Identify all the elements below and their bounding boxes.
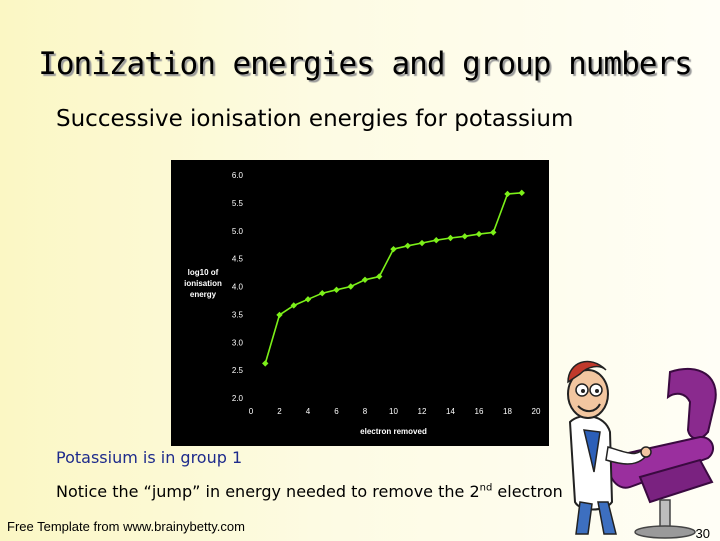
x-tick-label: 14 [446,407,455,416]
jump-note-end: electron [492,482,563,501]
series-line [264,192,522,364]
data-point [262,360,269,367]
y-tick-label: 3.5 [232,310,244,319]
data-point [333,286,340,294]
x-axis-label: electron removed [360,427,427,436]
chart-svg: 2.0 2.5 3.0 3.5 4.0 4.5 5.0 5.5 6.0 0 2 4 6 8 10 12 14 16… [184,171,541,436]
data-point [433,237,440,244]
x-tick-label: 4 [306,407,311,416]
data-point [418,239,426,247]
data-point [447,234,454,242]
data-point [347,283,354,290]
data-point [504,190,511,198]
data-point [475,230,483,238]
group-note: Potassium is in group 1 [56,448,243,467]
page-number: 30 [695,526,710,541]
y-tick-label: 3.0 [232,338,244,347]
data-point [319,289,326,297]
data-point [461,233,468,240]
slide-subtitle: Successive ionisation energies for potas… [56,106,574,132]
x-tick-label: 8 [363,407,368,416]
y-tick-label: 5.5 [232,199,244,208]
jump-note: Notice the “jump” in energy needed to re… [56,482,563,501]
x-tick-label: 16 [475,407,484,416]
x-tick-label: 0 [249,407,254,416]
y-tick-label: 6.0 [232,171,244,180]
ionisation-energy-chart: 2.0 2.5 3.0 3.5 4.0 4.5 5.0 5.5 6.0 0 2 4 6 8 10 12 14 16… [171,160,549,446]
data-point [290,302,297,309]
slide-title: Ionization energies and group numbers [38,46,693,82]
y-axis-label: log10 of [188,268,219,277]
y-tick-label: 4.0 [232,283,244,292]
data-point [376,273,383,280]
y-axis-label: ionisation [184,279,222,288]
x-tick-label: 12 [418,407,427,416]
y-tick-label: 5.0 [232,227,244,236]
y-tick-label: 2.0 [232,394,244,403]
data-point [304,296,312,303]
data-point [518,189,525,197]
jump-note-text: Notice the “jump” in energy needed to re… [56,482,480,501]
y-tick-label: 2.5 [232,366,244,375]
data-point [361,276,369,284]
jump-note-superscript: nd [479,482,493,494]
y-axis-label: energy [190,290,217,299]
footer-credit: Free Template from www.brainybetty.com [7,519,245,534]
cartoon-dentist-with-chair-icon [567,360,717,539]
data-point [404,242,411,250]
data-point [276,311,283,319]
x-tick-label: 6 [334,407,339,416]
data-point [490,229,497,236]
x-tick-label: 20 [532,407,541,416]
data-point [390,245,397,253]
x-tick-label: 18 [503,407,512,416]
y-tick-label: 4.5 [232,255,244,264]
x-tick-label: 2 [277,407,282,416]
x-tick-label: 10 [389,407,398,416]
